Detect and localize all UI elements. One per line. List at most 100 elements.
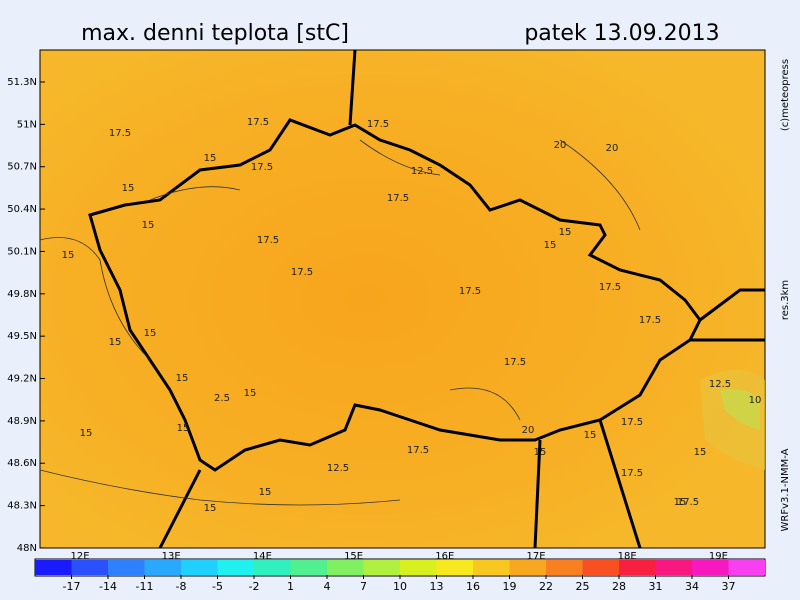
contour-line <box>39 139 641 506</box>
colorbar-label: -2 <box>249 580 260 593</box>
contour-label: 17.5 <box>247 117 269 128</box>
contour-label: 17.5 <box>407 445 429 456</box>
colorbar-swatch <box>619 560 656 575</box>
lat-label: 50.7N <box>7 162 37 173</box>
colorbar-swatch <box>473 560 510 575</box>
contour-label: 15 <box>694 447 707 458</box>
colorbar-swatch <box>582 560 619 575</box>
colorbar-label: 31 <box>649 580 663 593</box>
contour-label: 17.5 <box>367 119 389 130</box>
colorbar-swatch <box>509 560 546 575</box>
contour-label: 17.5 <box>291 267 313 278</box>
lon-label: 17E <box>526 551 545 562</box>
lat-label: 50.4N <box>7 204 37 215</box>
contour-label: 20 <box>554 140 567 151</box>
colorbar-swatch <box>436 560 473 575</box>
contour-label: 17.5 <box>621 417 643 428</box>
colorbar-label: -14 <box>99 580 117 593</box>
colorbar-label: -17 <box>63 580 81 593</box>
contour-label: 15 <box>244 388 257 399</box>
colorbar-label: 13 <box>430 580 444 593</box>
contour-label: 17.5 <box>459 286 481 297</box>
colorbar-label: -11 <box>136 580 154 593</box>
colorbar-swatch <box>144 560 181 575</box>
lat-label: 51N <box>17 119 37 130</box>
lat-label: 49.5N <box>7 331 37 342</box>
contour-label: 17.5 <box>504 357 526 368</box>
colorbar-label: 10 <box>393 580 407 593</box>
contour-label: 15 <box>259 487 272 498</box>
side-text: (c)meteopress <box>780 59 791 131</box>
contour-label: 12.5 <box>327 463 349 474</box>
contour-label: 15 <box>80 428 93 439</box>
colorbar-swatch <box>254 560 291 575</box>
contour-label: 2.5 <box>214 393 230 404</box>
lon-label: 14E <box>253 551 272 562</box>
colorbar-swatch <box>363 560 400 575</box>
contour-label: 17.5 <box>257 235 279 246</box>
lat-label: 48.3N <box>7 501 37 512</box>
contour-label: 12.5 <box>709 379 731 390</box>
contour-label: 15 <box>204 503 217 514</box>
colorbar-label: -5 <box>212 580 223 593</box>
colorbar-swatch <box>546 560 583 575</box>
contour-label: 15 <box>674 497 687 508</box>
contour-label: 17.5 <box>109 128 131 139</box>
colorbar-label: 37 <box>722 580 736 593</box>
lon-label: 18E <box>618 551 637 562</box>
colorbar-label: 16 <box>466 580 480 593</box>
contour-label: 15 <box>142 220 155 231</box>
colorbar-label: 4 <box>324 580 331 593</box>
colorbar-swatch <box>35 560 72 575</box>
lon-label: 16E <box>435 551 454 562</box>
colorbar-label: 22 <box>539 580 553 593</box>
colorbar-swatch <box>655 560 692 575</box>
map-area <box>39 49 766 549</box>
colorbar-swatch <box>327 560 364 575</box>
colorbar-label: 28 <box>612 580 626 593</box>
date: patek 13.09.2013 <box>524 21 719 46</box>
contour-label: 15 <box>534 447 547 458</box>
lat-label: 48N <box>17 543 37 554</box>
colorbar-swatch <box>108 560 145 575</box>
contour-label: 17.5 <box>621 468 643 479</box>
contour-label: 15 <box>176 373 189 384</box>
contour-label: 17.5 <box>599 282 621 293</box>
colorbar-swatch <box>728 560 765 575</box>
contour-label: 15 <box>144 328 157 339</box>
contour-label: 15 <box>204 153 217 164</box>
lon-label: 13E <box>162 551 181 562</box>
lon-label: 19E <box>709 551 728 562</box>
lat-label: 48.9N <box>7 416 37 427</box>
contour-label: 17.5 <box>251 162 273 173</box>
contour-label: 10 <box>749 395 762 406</box>
title: max. denni teplota [stC] <box>81 21 349 46</box>
lat-label: 51.3N <box>7 77 37 88</box>
cool-area <box>720 388 760 430</box>
lat-label: 49.8N <box>7 289 37 300</box>
colorbar-label: 7 <box>360 580 367 593</box>
contour-label: 15 <box>122 183 135 194</box>
country-border <box>88 118 702 472</box>
contour-label: 15 <box>62 250 75 261</box>
lat-label: 49.2N <box>7 374 37 385</box>
colorbar-label: 1 <box>287 580 294 593</box>
contour-label: 12.5 <box>411 166 433 177</box>
contour-label: 17.5 <box>677 497 699 508</box>
contour-label: 15 <box>584 430 597 441</box>
colorbar-swatch <box>71 560 108 575</box>
colorbar-label: 34 <box>685 580 699 593</box>
lon-label: 12E <box>70 551 89 562</box>
colorbar-swatch <box>400 560 437 575</box>
side-text: WRFv3.1-NMM-A <box>780 448 791 531</box>
colorbar-swatch <box>217 560 254 575</box>
contour-label: 20 <box>522 425 535 436</box>
contour-label: 15 <box>177 423 190 434</box>
neighbor-border <box>158 49 765 549</box>
contour-label: 15 <box>544 240 557 251</box>
colorbar-label: 25 <box>576 580 590 593</box>
lat-label: 50.1N <box>7 246 37 257</box>
colorbar-label: 19 <box>503 580 517 593</box>
